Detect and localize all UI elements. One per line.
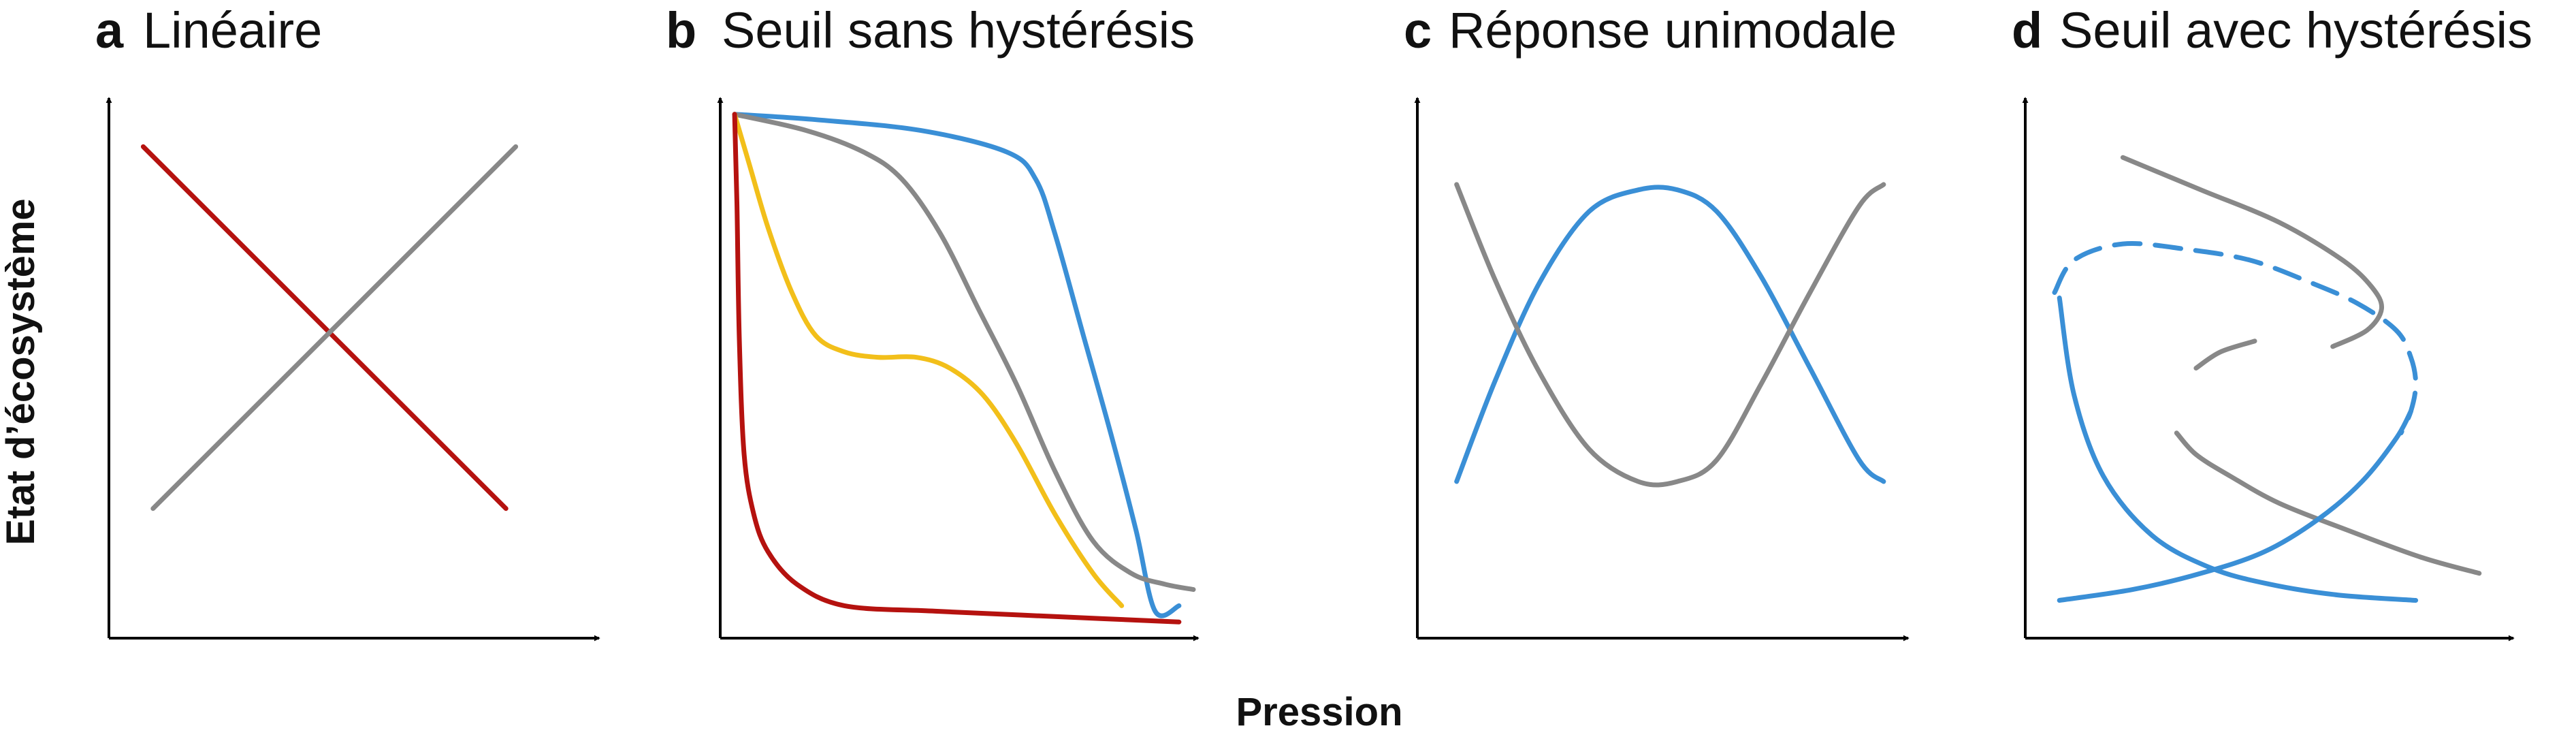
panel-b: b Seuil sans hystérésis: [666, 2, 1200, 642]
panel-d-title: Seuil avec hystérésis: [2059, 2, 2532, 59]
panel-d-series-1-grey-line: [2120, 155, 2385, 349]
panel-b-title: Seuil sans hystérésis: [722, 2, 1195, 59]
panel-b-series-2-grey-line: [732, 112, 1196, 593]
panel-a-series-1-red-line: [140, 144, 509, 511]
panel-d-series-3-grey-line: [2174, 430, 2482, 576]
panel-d-letter: d: [2012, 2, 2042, 59]
panel-b-letter: b: [666, 2, 696, 59]
panel-a: a Linéaire: [95, 2, 600, 642]
panel-d-series-6-blue-line: [2057, 409, 2413, 603]
panel-a-title: Linéaire: [143, 2, 322, 59]
panel-d-series-5-blue-line: [2057, 295, 2419, 603]
panel-d-series-2-grey-line: [2193, 338, 2257, 370]
panel-b-series-3-yellow-line: [732, 112, 1125, 608]
y-axis-title: Etat d’écosystème: [0, 198, 43, 545]
panel-d-series-4-blue-line: [2052, 241, 2419, 436]
panel-c: c Réponse unimodale: [1404, 2, 1910, 642]
panel-c-plot: [1454, 182, 1886, 488]
panel-b-plot: [732, 112, 1196, 625]
panel-a-series-2-grey-line: [150, 144, 519, 511]
panel-c-title: Réponse unimodale: [1449, 2, 1897, 59]
panel-c-series-1-blue-line: [1454, 185, 1886, 484]
panel-b-series-4-red-line: [732, 112, 1182, 625]
panel-c-series-2-grey-line: [1454, 182, 1886, 488]
panel-a-letter: a: [95, 2, 124, 59]
panel-d: d Seuil avec hystérésis: [2012, 2, 2532, 642]
x-axis-title: Pression: [1236, 690, 1403, 734]
panel-b-series-1-blue-line: [732, 112, 1182, 618]
panel-d-plot: [2052, 155, 2482, 603]
panel-a-plot: [140, 144, 519, 511]
panel-c-letter: c: [1404, 2, 1432, 59]
